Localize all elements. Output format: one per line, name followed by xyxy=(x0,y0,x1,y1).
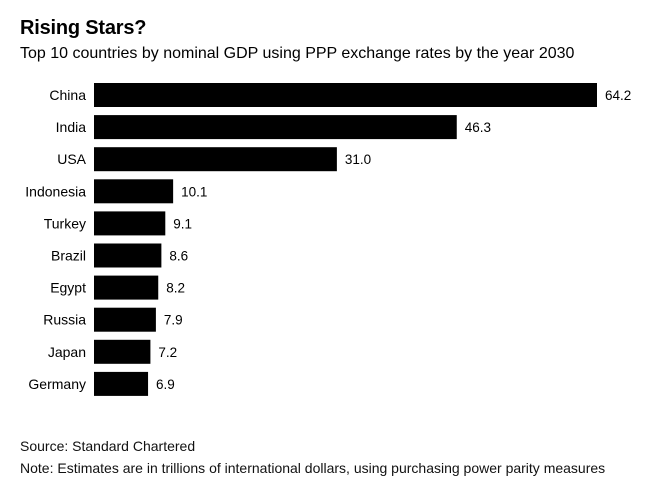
category-label-china: China xyxy=(49,87,86,103)
bar-indonesia xyxy=(94,179,174,204)
footnote: Note: Estimates are in trillions of inte… xyxy=(20,460,606,476)
bar-turkey xyxy=(94,211,166,236)
value-label-usa: 31.0 xyxy=(345,152,371,167)
value-label-india: 46.3 xyxy=(465,120,491,135)
category-label-japan: Japan xyxy=(48,344,86,360)
value-label-brazil: 8.6 xyxy=(169,249,188,264)
chart-title: Rising Stars? xyxy=(20,17,147,39)
source-note: Source: Standard Chartered xyxy=(20,438,196,454)
bar-russia xyxy=(94,307,156,332)
category-label-turkey: Turkey xyxy=(44,215,86,231)
bar-japan xyxy=(94,339,151,364)
bar-germany xyxy=(94,371,149,396)
chart-subtitle: Top 10 countries by nominal GDP using PP… xyxy=(20,45,575,62)
category-label-indonesia: Indonesia xyxy=(25,183,86,199)
category-label-egypt: Egypt xyxy=(50,280,86,296)
category-label-russia: Russia xyxy=(43,312,86,328)
category-label-germany: Germany xyxy=(28,376,86,392)
bar-india xyxy=(94,115,457,140)
bar-egypt xyxy=(94,275,159,300)
category-label-usa: USA xyxy=(57,151,86,167)
category-label-india: India xyxy=(56,119,87,135)
bar-usa xyxy=(94,147,337,172)
value-label-egypt: 8.2 xyxy=(166,281,185,296)
value-label-germany: 6.9 xyxy=(156,377,175,392)
bar-china xyxy=(94,83,597,107)
value-label-japan: 7.2 xyxy=(158,345,177,360)
value-label-china: 64.2 xyxy=(605,88,631,103)
value-label-turkey: 9.1 xyxy=(173,216,192,231)
value-label-russia: 7.9 xyxy=(164,313,183,328)
category-label-brazil: Brazil xyxy=(51,248,86,264)
value-label-indonesia: 10.1 xyxy=(181,184,207,199)
bar-brazil xyxy=(94,243,162,268)
